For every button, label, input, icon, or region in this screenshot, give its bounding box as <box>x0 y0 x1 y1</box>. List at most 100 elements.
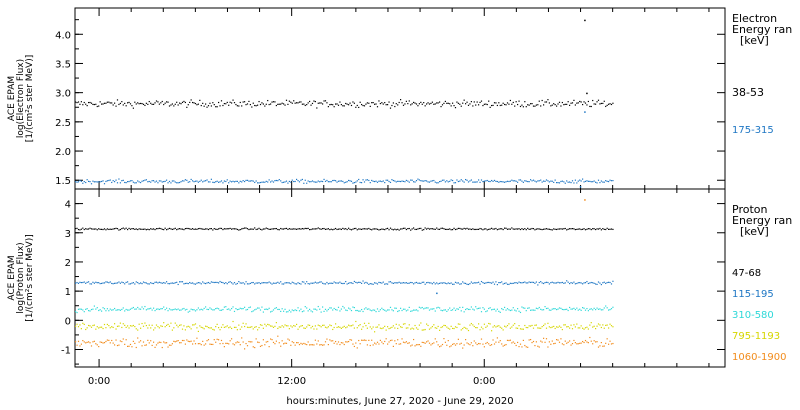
data-point <box>446 228 448 231</box>
data-point <box>83 101 85 104</box>
data-point <box>495 227 497 230</box>
data-point <box>469 344 471 346</box>
data-point <box>558 307 561 309</box>
data-point <box>504 344 506 346</box>
data-point <box>119 182 121 184</box>
data-point <box>434 338 436 340</box>
data-point <box>423 329 425 331</box>
data-point <box>76 101 78 104</box>
data-point <box>587 310 589 312</box>
data-point <box>454 326 457 328</box>
data-point <box>142 103 145 105</box>
data-point <box>597 228 600 230</box>
data-point <box>223 282 225 285</box>
data-point <box>349 325 351 327</box>
data-point <box>304 283 306 285</box>
data-point <box>589 308 591 310</box>
data-point <box>310 104 312 106</box>
data-point <box>434 103 436 105</box>
data-point <box>236 180 238 182</box>
data-point <box>187 181 189 183</box>
data-point <box>472 324 474 326</box>
data-point <box>95 343 97 345</box>
data-point <box>287 311 289 313</box>
data-point <box>108 310 110 312</box>
data-point <box>557 339 559 341</box>
data-point <box>610 343 613 345</box>
data-point <box>102 180 104 182</box>
data-point <box>180 342 182 344</box>
data-point <box>532 228 535 230</box>
data-point <box>391 228 393 230</box>
data-point <box>131 180 133 182</box>
data-point <box>501 181 503 183</box>
data-point <box>190 178 192 181</box>
data-point <box>571 228 574 230</box>
data-point <box>405 310 407 312</box>
data-point <box>449 228 451 230</box>
data-point <box>177 340 179 342</box>
data-point <box>161 228 163 230</box>
data-point <box>421 180 423 182</box>
data-point <box>128 345 130 347</box>
data-point <box>597 99 600 101</box>
data-point <box>226 283 228 285</box>
data-point <box>109 308 111 310</box>
data-point <box>300 101 302 103</box>
data-point <box>454 107 457 109</box>
data-point <box>352 282 354 285</box>
data-point <box>160 227 162 230</box>
data-point <box>376 106 379 108</box>
data-point <box>541 309 543 311</box>
data-point <box>466 101 468 103</box>
data-point <box>95 308 97 310</box>
data-point <box>609 308 611 311</box>
data-point <box>556 105 558 107</box>
data-point <box>573 339 575 342</box>
data-point <box>528 339 530 341</box>
data-point <box>216 338 218 340</box>
data-point <box>301 103 303 105</box>
data-point <box>489 282 491 284</box>
data-point <box>566 342 568 344</box>
data-point <box>459 103 461 105</box>
data-point <box>599 103 601 105</box>
data-point <box>437 344 439 346</box>
time-axis: 0:00 12:00 0:00 <box>88 376 496 387</box>
data-point <box>300 342 302 344</box>
data-point <box>389 181 392 184</box>
data-point <box>200 228 202 230</box>
data-point <box>521 328 523 330</box>
data-point <box>184 282 186 285</box>
data-point <box>283 326 285 328</box>
data-point <box>595 341 597 343</box>
data-point <box>193 228 195 231</box>
data-point <box>199 309 201 311</box>
data-point <box>209 102 211 104</box>
data-point <box>467 329 470 332</box>
data-point <box>313 181 315 183</box>
data-point <box>124 283 126 285</box>
data-point <box>387 343 389 345</box>
data-point <box>284 308 286 310</box>
data-point <box>485 282 487 284</box>
data-point <box>387 309 389 311</box>
data-point <box>129 343 132 346</box>
data-point <box>231 282 233 284</box>
data-point <box>164 282 166 284</box>
data-point <box>466 328 468 330</box>
data-point <box>177 283 179 286</box>
data-point <box>280 310 282 313</box>
data-point <box>517 228 519 230</box>
data-point <box>226 179 228 181</box>
data-point <box>173 180 175 182</box>
data-point <box>530 325 532 327</box>
data-point <box>255 282 257 284</box>
data-point <box>203 228 205 230</box>
data-point <box>77 181 80 183</box>
data-point <box>319 325 321 327</box>
data-point <box>420 345 422 347</box>
data-point <box>493 102 496 104</box>
data-point <box>441 310 444 312</box>
data-point <box>502 345 504 347</box>
